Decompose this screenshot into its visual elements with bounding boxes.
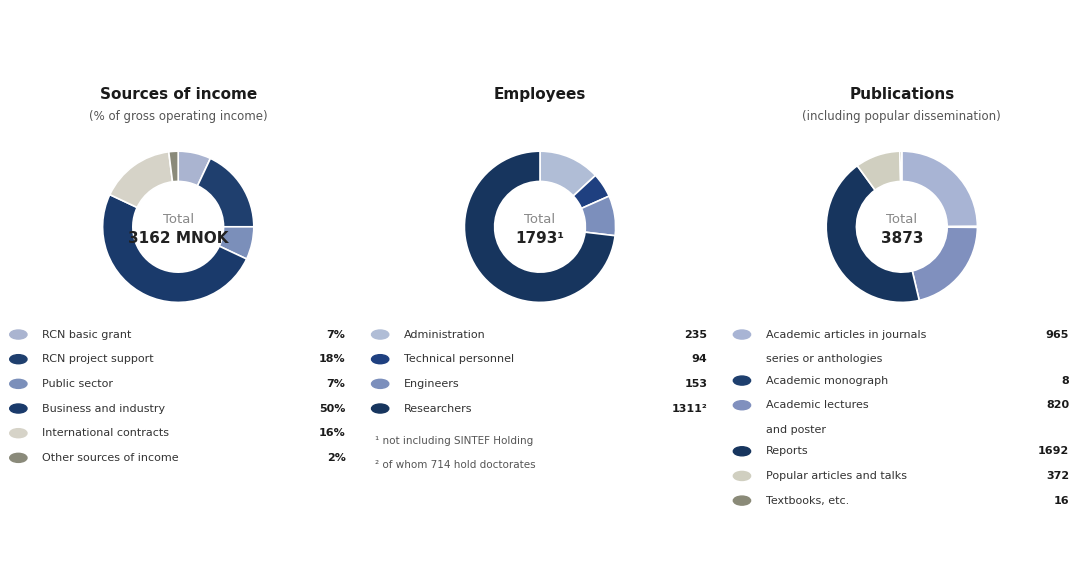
Text: 94: 94 xyxy=(691,354,707,364)
Wedge shape xyxy=(573,175,609,209)
Text: 820: 820 xyxy=(1047,400,1069,411)
Wedge shape xyxy=(826,166,919,302)
Text: 8: 8 xyxy=(1062,375,1069,386)
Wedge shape xyxy=(581,196,616,236)
Wedge shape xyxy=(540,151,595,196)
Text: 7%: 7% xyxy=(327,329,346,340)
Text: 153: 153 xyxy=(685,379,707,389)
Text: Academic articles in journals: Academic articles in journals xyxy=(766,329,926,340)
Text: Engineers: Engineers xyxy=(404,379,460,389)
Text: Sources of income: Sources of income xyxy=(99,87,257,102)
Text: 7%: 7% xyxy=(327,379,346,389)
Text: Popular articles and talks: Popular articles and talks xyxy=(766,471,907,481)
Text: 16: 16 xyxy=(1054,496,1069,506)
Text: 16%: 16% xyxy=(319,428,346,438)
Text: Researchers: Researchers xyxy=(404,404,472,413)
Wedge shape xyxy=(103,194,246,302)
Text: RCN project support: RCN project support xyxy=(42,354,153,364)
Wedge shape xyxy=(219,227,254,259)
Text: ² of whom 714 hold doctorates: ² of whom 714 hold doctorates xyxy=(375,460,536,470)
Text: 372: 372 xyxy=(1047,471,1069,481)
Wedge shape xyxy=(947,226,977,227)
Text: Academic monograph: Academic monograph xyxy=(766,375,888,386)
Text: Textbooks, etc.: Textbooks, etc. xyxy=(766,496,849,506)
Text: series or anthologies: series or anthologies xyxy=(766,354,882,364)
Text: Publications: Publications xyxy=(849,87,955,102)
Text: 965: 965 xyxy=(1045,329,1069,340)
Text: Total: Total xyxy=(163,213,193,226)
Text: 2%: 2% xyxy=(327,453,346,463)
Text: 50%: 50% xyxy=(320,404,346,413)
Text: RCN basic grant: RCN basic grant xyxy=(42,329,132,340)
Text: 235: 235 xyxy=(685,329,707,340)
Text: 3873: 3873 xyxy=(880,231,923,246)
Text: Public sector: Public sector xyxy=(42,379,113,389)
Wedge shape xyxy=(913,227,977,301)
Text: Academic lectures: Academic lectures xyxy=(766,400,868,411)
Text: International contracts: International contracts xyxy=(42,428,170,438)
Text: Reports: Reports xyxy=(766,446,808,456)
Wedge shape xyxy=(900,151,902,181)
Wedge shape xyxy=(858,151,901,190)
Text: (including popular dissemination): (including popular dissemination) xyxy=(802,110,1001,123)
Wedge shape xyxy=(464,151,616,302)
Text: 1793¹: 1793¹ xyxy=(515,231,565,246)
Text: Other sources of income: Other sources of income xyxy=(42,453,179,463)
Wedge shape xyxy=(198,158,254,227)
Text: Business and industry: Business and industry xyxy=(42,404,165,413)
Text: (% of gross operating income): (% of gross operating income) xyxy=(89,110,268,123)
Text: Total: Total xyxy=(525,213,555,226)
Text: Total: Total xyxy=(887,213,917,226)
Text: ¹ not including SINTEF Holding: ¹ not including SINTEF Holding xyxy=(375,436,534,446)
Wedge shape xyxy=(168,151,178,182)
Wedge shape xyxy=(110,152,173,208)
Text: Employees: Employees xyxy=(494,87,586,102)
Text: Technical personnel: Technical personnel xyxy=(404,354,514,364)
Text: Administration: Administration xyxy=(404,329,486,340)
Text: and poster: and poster xyxy=(766,425,826,435)
Text: 3162 MNOK: 3162 MNOK xyxy=(127,231,229,246)
Text: 18%: 18% xyxy=(319,354,346,364)
Wedge shape xyxy=(902,151,977,227)
Wedge shape xyxy=(178,151,211,186)
Text: 1311²: 1311² xyxy=(672,404,707,413)
Text: 1692: 1692 xyxy=(1038,446,1069,456)
